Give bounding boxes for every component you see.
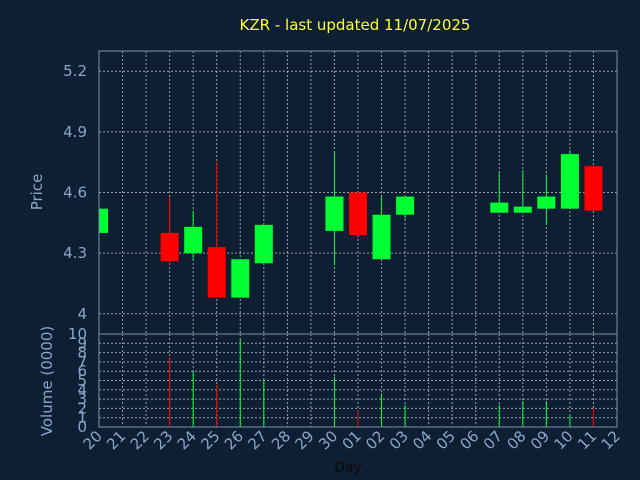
volume-tick-label: 4 xyxy=(77,381,87,399)
price-axis-label: Price xyxy=(28,174,46,211)
candle-body xyxy=(537,196,556,209)
price-tick-label: 4.9 xyxy=(63,123,87,141)
x-tick-label: 25 xyxy=(197,427,223,453)
x-tick-label: 27 xyxy=(244,427,270,453)
candle-body xyxy=(325,196,344,231)
candle-body xyxy=(99,208,108,233)
volume-tick-label: 9 xyxy=(77,334,87,352)
x-tick-label: 01 xyxy=(339,427,365,453)
candle-body xyxy=(396,196,415,215)
candle-body xyxy=(349,192,367,235)
x-tick-label: 30 xyxy=(315,427,341,453)
price-panel: 4 4.3 4.6 4.9 5.2 xyxy=(63,50,618,335)
price-tick-label: 4 xyxy=(77,305,87,323)
x-tick-label: 26 xyxy=(221,427,247,453)
x-tick-label: 07 xyxy=(480,427,506,453)
volume-tick-label: 7 xyxy=(77,353,87,371)
candle-body xyxy=(254,224,273,264)
x-tick-label: 23 xyxy=(150,427,176,453)
volume-tick-label: 1 xyxy=(77,409,87,427)
candle-body xyxy=(490,202,509,213)
candle-body xyxy=(231,259,250,298)
candle-body xyxy=(372,214,391,260)
candle-body xyxy=(160,232,179,262)
candle-body xyxy=(584,166,603,211)
x-tick-label: 08 xyxy=(503,427,529,453)
price-tick-label: 4.6 xyxy=(63,184,87,202)
price-tick-label: 5.2 xyxy=(63,62,87,80)
x-tick-label: 05 xyxy=(433,427,459,453)
x-tick-label: 28 xyxy=(268,427,294,453)
x-tick-label: 29 xyxy=(292,427,318,453)
volume-tick-label: 8 xyxy=(77,344,87,362)
x-tick-label: 21 xyxy=(103,427,129,453)
x-tick-label: 03 xyxy=(386,427,412,453)
x-tick-label: 11 xyxy=(574,427,600,453)
candle-body xyxy=(513,206,532,213)
chart-title: KZR - last updated 11/07/2025 xyxy=(240,16,471,34)
x-tick-label: 12 xyxy=(598,427,624,453)
x-tick-label: 10 xyxy=(551,427,577,453)
volume-tick-label: 10 xyxy=(68,325,87,343)
x-tick-labels: 2021222324252627282930010203040506070809… xyxy=(80,427,624,453)
volume-tick-label: 3 xyxy=(77,390,87,408)
volume-tick-label: 2 xyxy=(77,399,87,417)
x-tick-label: 06 xyxy=(456,427,482,453)
price-tick-label: 4.3 xyxy=(63,244,87,262)
candle-body xyxy=(207,247,226,298)
candle-body xyxy=(560,154,579,209)
x-tick-label: 09 xyxy=(527,427,553,453)
volume-frame xyxy=(98,333,618,428)
volume-tick-label: 5 xyxy=(77,372,87,390)
volume-tick-label: 6 xyxy=(77,362,87,380)
volume-axis-label: Volume (0000) xyxy=(38,326,56,436)
candle-body xyxy=(184,226,203,254)
x-tick-label: 04 xyxy=(409,427,435,453)
volume-tick-label: 0 xyxy=(77,418,87,436)
x-tick-label: 02 xyxy=(362,427,388,453)
x-tick-label: 22 xyxy=(127,427,153,453)
x-tick-label: 24 xyxy=(174,427,200,453)
x-axis-label: Day xyxy=(334,460,362,476)
